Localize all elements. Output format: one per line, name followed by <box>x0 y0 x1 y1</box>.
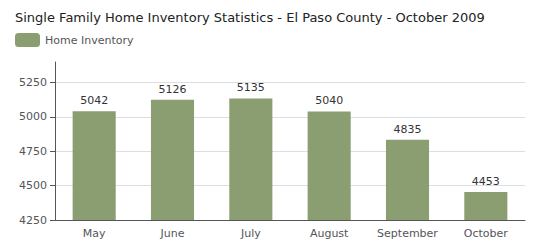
svg-text:4750: 4750 <box>19 145 47 158</box>
svg-text:July: July <box>240 227 261 240</box>
svg-text:October: October <box>464 227 508 240</box>
svg-text:4835: 4835 <box>394 123 422 136</box>
svg-text:August: August <box>310 227 349 240</box>
svg-text:5040: 5040 <box>315 94 343 107</box>
svg-text:5126: 5126 <box>159 83 187 96</box>
svg-text:Home Inventory: Home Inventory <box>45 34 134 47</box>
svg-text:5000: 5000 <box>19 110 47 123</box>
svg-text:September: September <box>377 227 438 240</box>
svg-text:4500: 4500 <box>19 179 47 192</box>
svg-text:June: June <box>160 227 185 240</box>
svg-text:5250: 5250 <box>19 76 47 89</box>
svg-text:5135: 5135 <box>237 81 265 94</box>
svg-text:4453: 4453 <box>472 175 500 188</box>
svg-text:May: May <box>83 227 106 240</box>
svg-text:5042: 5042 <box>80 94 108 107</box>
svg-text:Single Family Home Inventory S: Single Family Home Inventory Statistics … <box>15 10 485 25</box>
svg-text:4250: 4250 <box>19 214 47 227</box>
